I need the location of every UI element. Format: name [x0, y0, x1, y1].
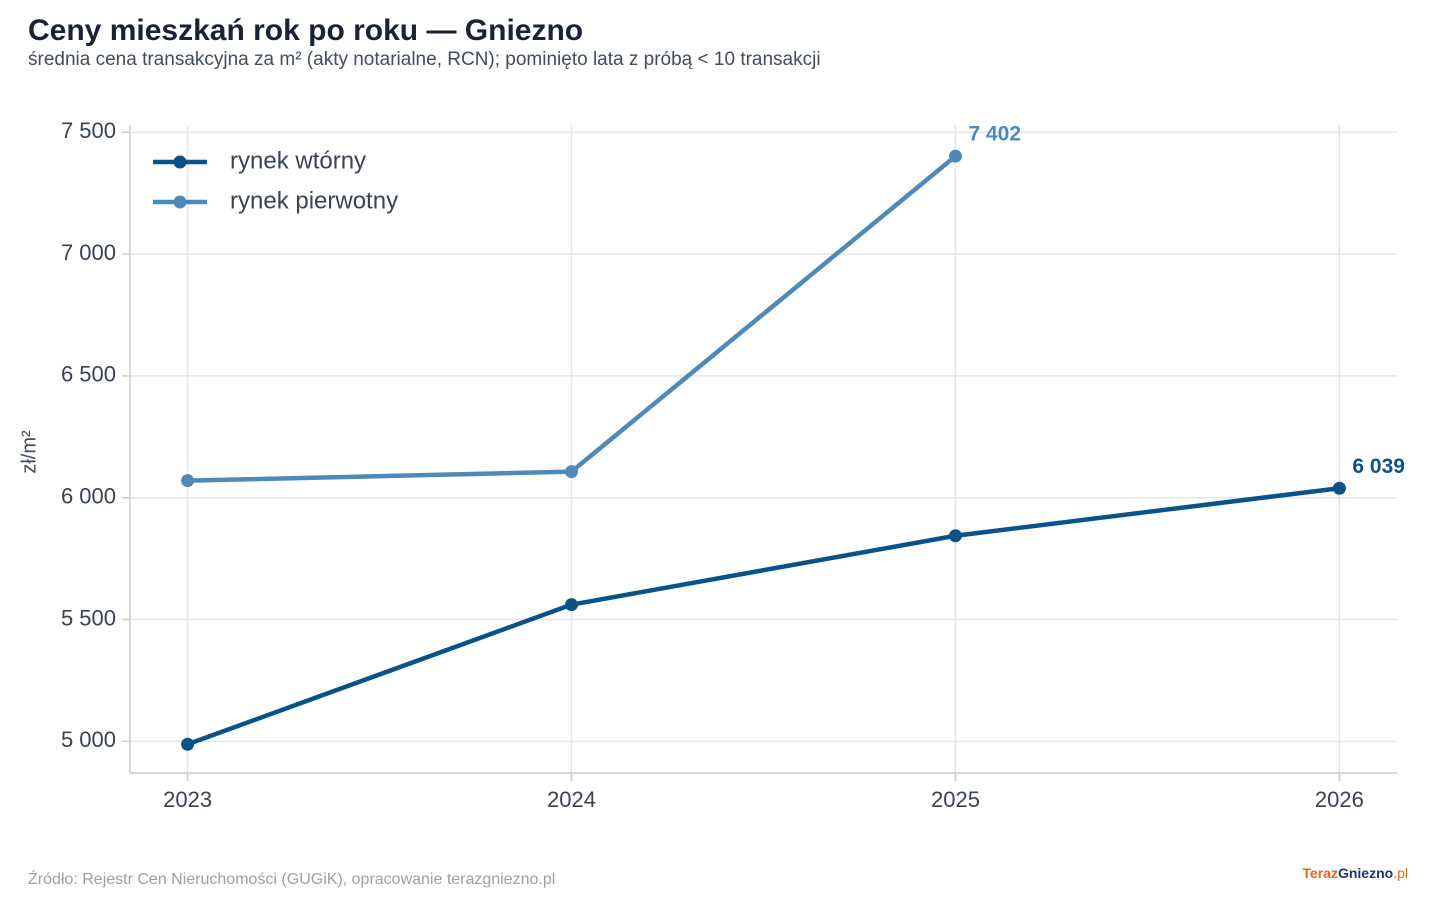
y-tick-label: 6 000 — [61, 484, 116, 509]
marker — [565, 598, 579, 612]
y-tick-label: 6 500 — [61, 362, 116, 387]
y-axis-label: zł/m² — [18, 430, 40, 474]
x-tick-label: 2026 — [1315, 787, 1364, 812]
data-label: 6 039 — [1352, 455, 1405, 478]
y-tick-label: 5 500 — [61, 605, 116, 630]
x-tick-label: 2024 — [547, 787, 596, 812]
marker — [1332, 481, 1346, 495]
legend-marker — [173, 155, 187, 169]
data-label: 7 402 — [968, 123, 1021, 146]
legend-label: rynek wtórny — [230, 147, 366, 174]
logo-part: Gniezno — [1338, 865, 1393, 881]
logo-part: .pl — [1393, 865, 1408, 881]
logo-part: Teraz — [1302, 865, 1338, 881]
y-tick-label: 7 000 — [61, 240, 116, 265]
marker — [565, 465, 579, 479]
x-tick-label: 2023 — [163, 787, 212, 812]
chart-title: Ceny mieszkań rok po roku — Gniezno — [28, 14, 583, 47]
marker — [948, 149, 962, 163]
y-tick-label: 7 500 — [61, 118, 116, 143]
x-tick-label: 2025 — [931, 787, 980, 812]
marker — [181, 474, 195, 488]
source-note: Źródło: Rejestr Cen Nieruchomości (GUGiK… — [28, 869, 555, 888]
y-tick-label: 5 000 — [61, 727, 116, 752]
marker — [948, 529, 962, 543]
legend-marker — [173, 195, 187, 209]
chart-subtitle: średnia cena transakcyjna za m² (akty no… — [28, 49, 821, 70]
legend-label: rynek pierwotny — [230, 187, 398, 214]
marker — [181, 737, 195, 751]
line — [186, 485, 1340, 747]
logo: TerazGniezno.pl — [1302, 865, 1408, 881]
